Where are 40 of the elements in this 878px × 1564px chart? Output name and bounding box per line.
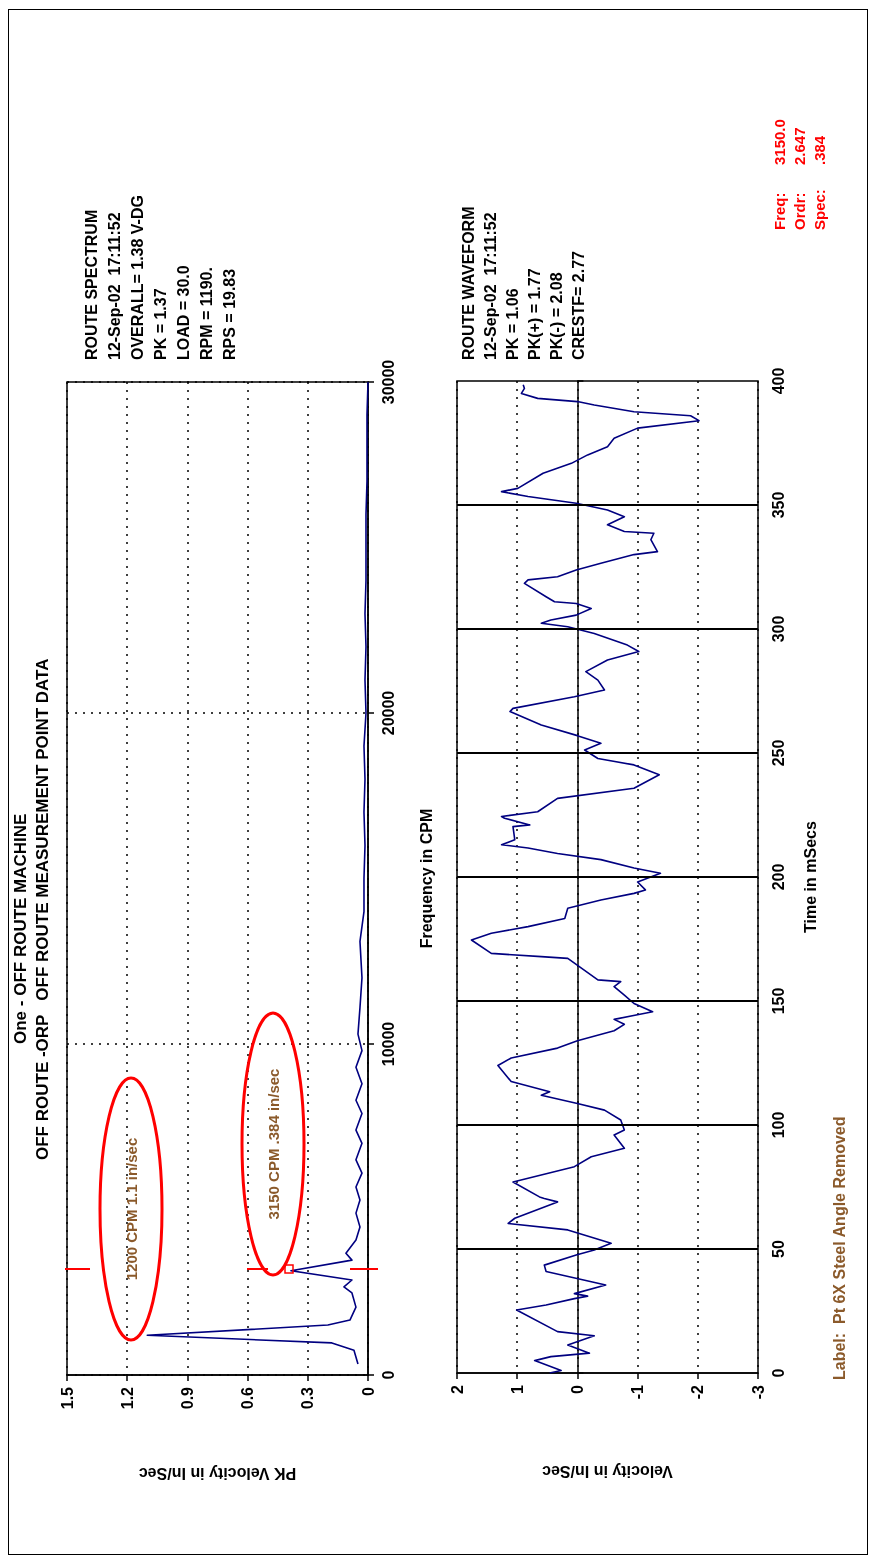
y-tick-label: 20000	[379, 690, 397, 736]
y-tick-label: 30000	[379, 359, 397, 405]
line-series	[146, 381, 369, 1365]
y-tick-label: 50	[769, 1240, 787, 1258]
y-tick-label: 350	[769, 491, 787, 519]
x-tick-label: 0.6	[239, 1386, 257, 1410]
y-tick-label: 10000	[379, 1021, 397, 1067]
x-tick-label: -3	[749, 1384, 767, 1400]
x-tick-label: 0	[359, 1386, 377, 1396]
y-tick-label: 0	[769, 1368, 787, 1378]
annotation: 1200 CPM 1.1 in/sec	[122, 1137, 140, 1281]
text: Spec: .384	[811, 135, 828, 230]
text: ROUTE SPECTRUM 12-Sep-02 17:11:52 OVERALL= 1.38 V-DG PK = 1.37 LOAD = 30.0 RPM = 1190. RPS = 19.83	[83, 195, 238, 360]
x-tick-label: 1.5	[58, 1386, 76, 1410]
x-tick-label: -1	[629, 1384, 647, 1400]
x-tick-label: 0.3	[299, 1386, 317, 1410]
text: Ordr: 2.647	[791, 127, 808, 230]
y-tick-label: 150	[769, 987, 787, 1015]
x-tick-label: 0.9	[178, 1386, 196, 1410]
y-tick-label: 250	[769, 739, 787, 767]
x-axis-title: PK Velocity in In/Sec	[138, 1464, 297, 1482]
y-axis-title: Frequency in CPM	[417, 808, 435, 949]
x-tick-label: 1	[508, 1384, 526, 1394]
annotation: 3150 CPM .384 in/sec	[264, 1068, 282, 1220]
text: ROUTE WAVEFORM 12-Sep-02 17:11:52 PK = 1.06 PK(+) = 1.77 PK(-) = 2.08 CRESTF= 2.77	[459, 206, 587, 360]
y-axis-title: Time in mSecs	[801, 821, 819, 933]
text: One - OFF ROUTE MACHINE	[11, 813, 30, 1044]
y-tick-label: 100	[769, 1111, 787, 1139]
x-tick-label: 1.2	[118, 1386, 136, 1410]
x-tick-label: 2	[448, 1384, 466, 1394]
x-tick-label: 0	[568, 1384, 586, 1394]
text: OFF ROUTE -ORP OFF ROUTE MEASUREMENT POINT DATA	[33, 658, 52, 1160]
y-tick-label: 0	[379, 1370, 397, 1380]
text: Label: Pt 6X Steel Angle Removed	[830, 1116, 848, 1380]
x-axis-title: Velocity in In/Sec	[542, 1462, 673, 1480]
y-tick-label: 300	[769, 615, 787, 643]
y-tick-label: 400	[769, 367, 787, 395]
text: Freq: 3150.0	[771, 119, 788, 230]
y-tick-label: 200	[769, 863, 787, 891]
x-tick-label: -2	[689, 1384, 707, 1400]
